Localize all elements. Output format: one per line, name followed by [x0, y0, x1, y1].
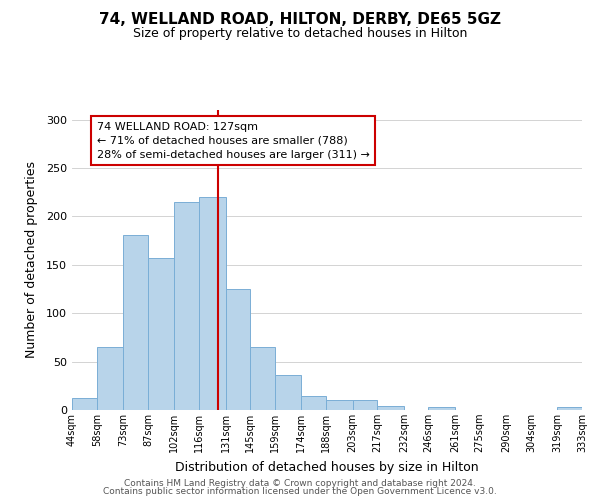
Bar [377, 406, 404, 410]
Bar [148, 258, 175, 410]
Bar [226, 289, 250, 410]
Bar [72, 398, 97, 410]
Bar [326, 400, 353, 410]
Bar [97, 347, 123, 410]
Bar [199, 197, 226, 410]
Text: Contains public sector information licensed under the Open Government Licence v3: Contains public sector information licen… [103, 487, 497, 496]
Bar [353, 400, 377, 410]
Bar [275, 375, 301, 410]
Text: Size of property relative to detached houses in Hilton: Size of property relative to detached ho… [133, 28, 467, 40]
Bar [250, 347, 275, 410]
Bar [175, 202, 199, 410]
Text: 74 WELLAND ROAD: 127sqm
← 71% of detached houses are smaller (788)
28% of semi-d: 74 WELLAND ROAD: 127sqm ← 71% of detache… [97, 122, 370, 160]
Bar [301, 396, 326, 410]
Text: Contains HM Land Registry data © Crown copyright and database right 2024.: Contains HM Land Registry data © Crown c… [124, 478, 476, 488]
Bar [557, 407, 582, 410]
X-axis label: Distribution of detached houses by size in Hilton: Distribution of detached houses by size … [175, 460, 479, 473]
Y-axis label: Number of detached properties: Number of detached properties [25, 162, 38, 358]
Bar [123, 235, 148, 410]
Bar [428, 407, 455, 410]
Text: 74, WELLAND ROAD, HILTON, DERBY, DE65 5GZ: 74, WELLAND ROAD, HILTON, DERBY, DE65 5G… [99, 12, 501, 28]
